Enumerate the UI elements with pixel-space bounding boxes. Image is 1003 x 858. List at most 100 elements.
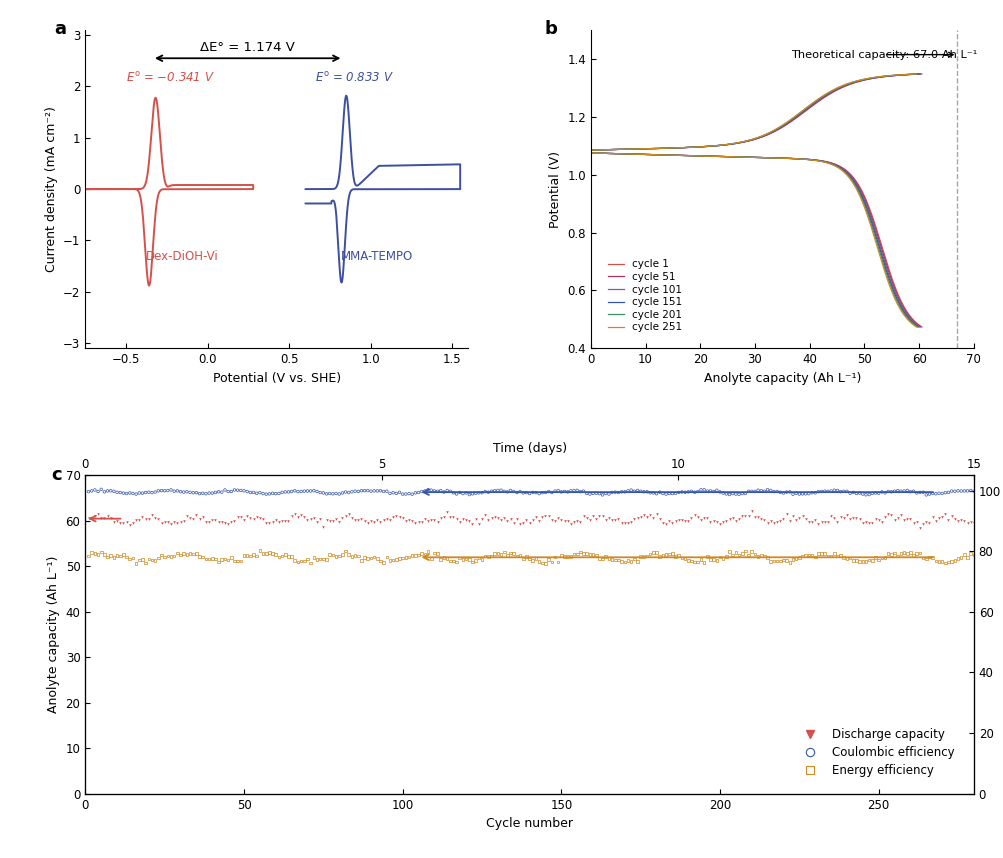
Point — [610, 486, 626, 499]
Point — [781, 485, 797, 498]
Point — [918, 515, 934, 529]
Point — [714, 486, 730, 500]
Point — [525, 513, 541, 527]
Point — [547, 484, 563, 498]
Point — [787, 552, 803, 565]
Point — [667, 514, 683, 528]
Point — [864, 486, 880, 500]
Point — [258, 517, 274, 530]
Point — [657, 547, 673, 561]
Point — [105, 551, 121, 565]
Point — [601, 511, 617, 525]
Point — [96, 511, 112, 525]
Point — [302, 512, 318, 526]
Point — [657, 487, 673, 501]
Point — [105, 485, 121, 498]
Text: $E^{\rm o}$ = 0.833 V: $E^{\rm o}$ = 0.833 V — [315, 71, 393, 86]
Point — [803, 548, 819, 562]
Point — [711, 550, 727, 564]
Point — [635, 509, 651, 523]
Point — [506, 516, 522, 529]
Point — [547, 550, 563, 564]
Point — [755, 484, 771, 498]
Point — [325, 548, 341, 562]
Point — [407, 516, 423, 529]
Point — [528, 510, 544, 523]
Point — [962, 547, 978, 560]
Point — [648, 486, 664, 500]
Point — [80, 549, 96, 563]
Point — [470, 486, 486, 499]
Point — [483, 549, 499, 563]
Point — [902, 485, 918, 498]
Point — [717, 487, 733, 501]
Point — [105, 515, 121, 529]
Point — [312, 512, 328, 526]
Point — [730, 512, 746, 526]
Point — [109, 514, 125, 528]
Point — [842, 512, 858, 526]
Point — [927, 486, 943, 500]
Point — [416, 547, 432, 561]
Text: $E^{\rm o}$ = −0.341 V: $E^{\rm o}$ = −0.341 V — [126, 71, 215, 86]
Point — [83, 484, 99, 498]
Point — [870, 513, 886, 527]
Point — [118, 486, 134, 500]
Point — [686, 509, 702, 523]
Point — [800, 515, 816, 529]
Point — [506, 485, 522, 498]
Line: cycle 51: cycle 51 — [591, 153, 920, 327]
Point — [372, 554, 388, 568]
Point — [258, 487, 274, 501]
X-axis label: Cycle number: Cycle number — [485, 817, 573, 830]
Point — [512, 549, 528, 563]
Point — [864, 554, 880, 568]
Point — [790, 511, 806, 525]
Point — [83, 546, 99, 559]
Point — [391, 486, 407, 499]
Point — [531, 486, 547, 500]
Point — [699, 511, 715, 525]
Point — [306, 484, 322, 498]
Point — [724, 511, 740, 525]
cycle 1 — [779, 153, 791, 163]
Point — [90, 548, 106, 562]
Point — [886, 546, 902, 559]
Point — [778, 553, 794, 567]
Point — [815, 515, 831, 529]
Point — [460, 487, 476, 501]
Text: Dex-DiOH-Vi: Dex-DiOH-Vi — [145, 250, 219, 263]
Point — [921, 516, 937, 529]
Point — [233, 511, 249, 524]
Point — [137, 486, 153, 499]
Point — [610, 512, 626, 526]
Point — [189, 509, 205, 523]
Point — [711, 485, 727, 498]
Point — [423, 552, 439, 565]
cycle 201 — [732, 152, 744, 162]
Point — [834, 551, 851, 565]
Point — [613, 555, 629, 569]
Point — [607, 486, 623, 499]
Point — [648, 507, 664, 521]
cycle 201 — [585, 148, 597, 158]
Point — [886, 513, 902, 527]
Point — [441, 554, 457, 568]
Point — [854, 555, 870, 569]
Point — [692, 513, 708, 527]
Point — [914, 486, 930, 499]
Point — [752, 549, 768, 563]
Point — [492, 547, 509, 561]
Point — [943, 555, 959, 569]
Point — [632, 550, 648, 564]
Point — [733, 510, 749, 523]
Point — [249, 549, 265, 563]
Point — [220, 485, 236, 498]
Point — [426, 513, 442, 527]
Point — [569, 514, 585, 528]
Point — [607, 553, 623, 567]
Point — [537, 556, 553, 570]
Point — [83, 511, 99, 525]
Point — [834, 511, 851, 525]
Point — [930, 554, 946, 568]
